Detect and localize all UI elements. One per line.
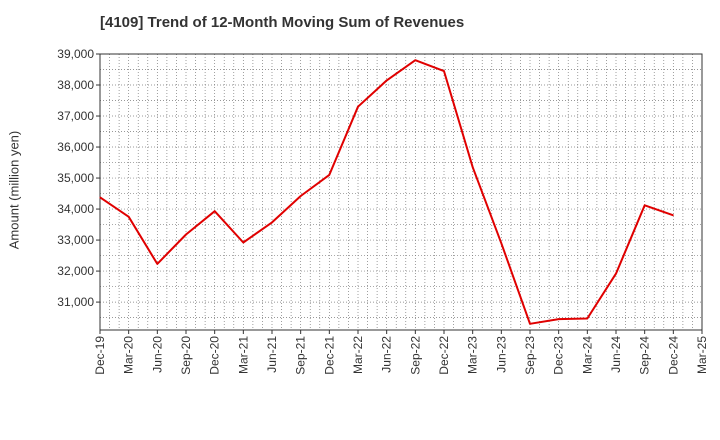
data-point	[472, 166, 474, 168]
x-tick-label: Sep-24	[638, 336, 652, 375]
data-point	[386, 79, 388, 81]
data-point	[328, 174, 330, 176]
x-tick-label: Jun-21	[265, 336, 279, 373]
x-tick-label: Mar-22	[351, 336, 365, 374]
y-tick-label: 35,000	[57, 171, 94, 185]
x-tick-label: Jun-24	[609, 336, 623, 373]
data-point	[615, 273, 617, 275]
data-point	[185, 233, 187, 235]
x-tick-label: Jun-20	[150, 336, 164, 373]
data-point	[300, 195, 302, 197]
data-point	[529, 323, 531, 325]
y-tick-label: 31,000	[57, 295, 94, 309]
x-tick-label: Sep-21	[294, 336, 308, 375]
x-tick-label: Dec-19	[93, 336, 107, 375]
x-tick-label: Dec-24	[666, 336, 680, 375]
y-tick-label: 34,000	[57, 202, 94, 216]
y-tick-label: 33,000	[57, 233, 94, 247]
x-tick-label: Jun-22	[380, 336, 394, 373]
data-point	[271, 221, 273, 223]
data-point	[644, 204, 646, 206]
x-tick-label: Mar-21	[236, 336, 250, 374]
plot-area	[100, 54, 702, 330]
data-point	[128, 216, 130, 218]
x-tick-label: Mar-20	[122, 336, 136, 374]
data-point	[500, 242, 502, 244]
x-tick-label: Mar-25	[695, 336, 709, 374]
y-tick-label: 32,000	[57, 264, 94, 278]
data-point	[443, 70, 445, 72]
chart-title: [4109] Trend of 12-Month Moving Sum of R…	[100, 14, 465, 31]
data-point	[242, 242, 244, 244]
y-tick-label: 37,000	[57, 109, 94, 123]
data-point	[156, 263, 158, 265]
y-tick-label: 38,000	[57, 78, 94, 92]
x-tick-label: Mar-24	[580, 336, 594, 374]
x-tick-label: Sep-22	[408, 336, 422, 375]
x-tick-label: Mar-23	[466, 336, 480, 374]
x-tick-label: Dec-22	[437, 336, 451, 375]
data-point	[214, 210, 216, 212]
plot-border	[99, 53, 703, 331]
x-tick-label: Jun-23	[494, 336, 508, 373]
data-point	[99, 196, 101, 198]
x-tick-label: Dec-20	[208, 336, 222, 375]
x-tick-label: Dec-21	[322, 336, 336, 375]
data-point	[586, 318, 588, 320]
data-point	[357, 106, 359, 108]
x-tick-label: Sep-20	[179, 336, 193, 375]
data-point	[414, 59, 416, 61]
x-tick-label: Dec-23	[552, 336, 566, 375]
data-point	[558, 318, 560, 320]
y-tick-label: 36,000	[57, 140, 94, 154]
data-point	[672, 214, 674, 216]
x-tick-label: Sep-23	[523, 336, 537, 375]
y-tick-label: 39,000	[57, 47, 94, 61]
